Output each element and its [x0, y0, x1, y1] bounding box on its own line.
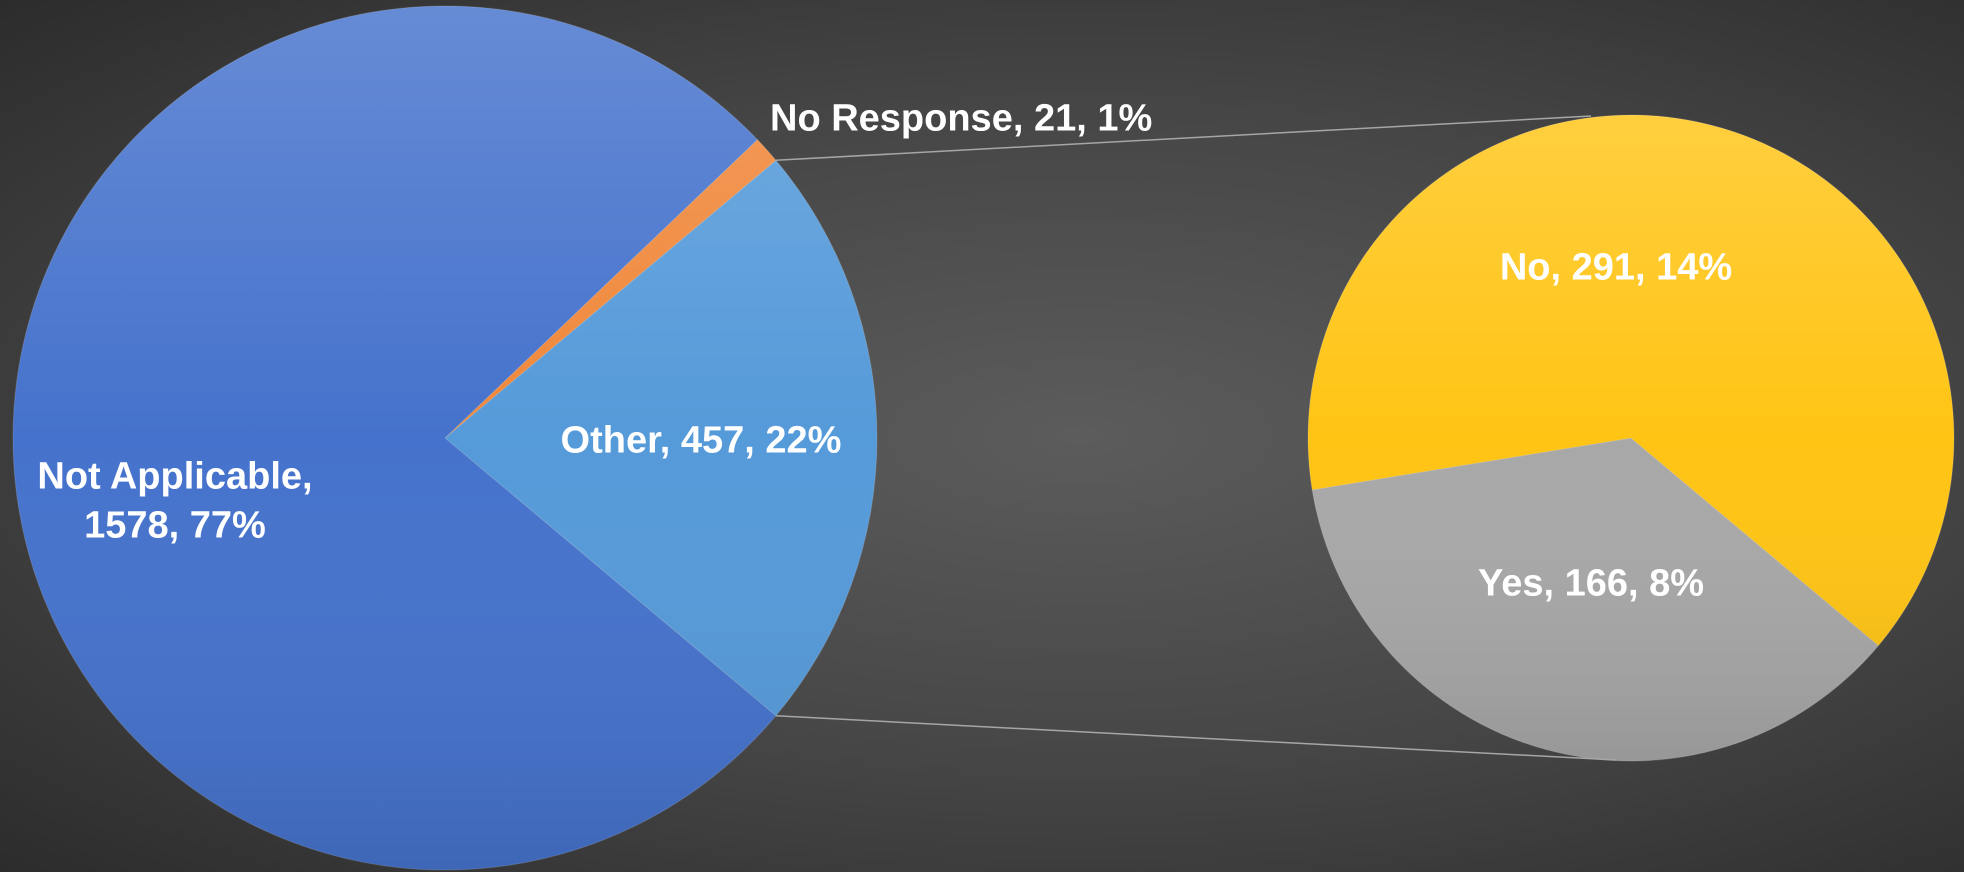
- data-label: Yes, 166, 8%: [1477, 562, 1705, 605]
- data-label: No, 291, 14%: [1499, 246, 1733, 289]
- data-label: Not Applicable, 1578, 77%: [37, 455, 313, 547]
- connector-line: [775, 714, 1617, 761]
- data-label: Other, 457, 22%: [560, 419, 842, 462]
- connector-line: [775, 115, 1592, 162]
- data-label: No Response, 21, 1%: [770, 97, 1153, 140]
